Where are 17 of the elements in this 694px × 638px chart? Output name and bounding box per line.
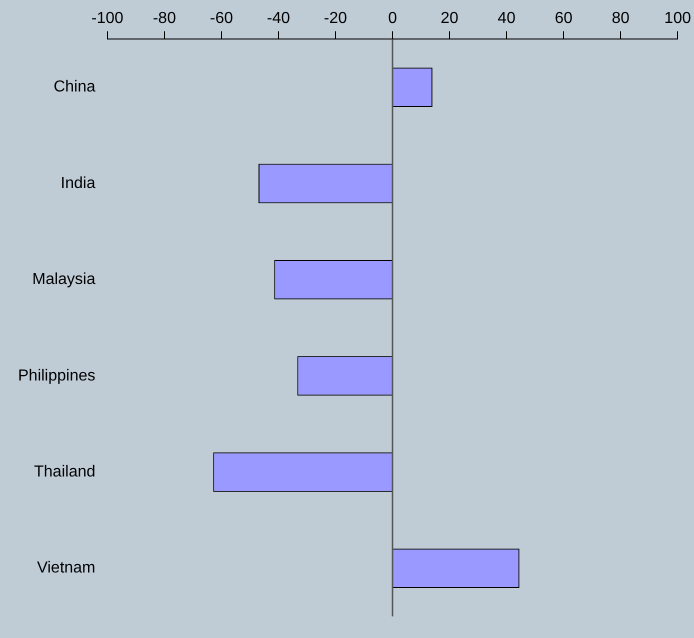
y-tick-label: Thailand bbox=[34, 464, 96, 481]
y-tick-label: Philippines bbox=[18, 367, 96, 384]
x-tick-label: -100 bbox=[91, 10, 124, 28]
x-tick-label: 100 bbox=[664, 10, 692, 28]
x-tick-label: -20 bbox=[324, 10, 348, 28]
y-tick-label: China bbox=[54, 78, 96, 96]
x-tick-label: -40 bbox=[266, 10, 290, 28]
x-tick-label: 0 bbox=[388, 10, 398, 28]
x-tick-label: 20 bbox=[440, 10, 459, 28]
x-tick-label: -80 bbox=[152, 10, 176, 28]
x-tick-label: 60 bbox=[554, 10, 573, 28]
x-tick-label: 40 bbox=[498, 10, 516, 28]
y-tick-label: Vietnam bbox=[36, 560, 96, 577]
y-tick-label: Malaysia bbox=[32, 271, 96, 288]
x-tick-label: 80 bbox=[612, 10, 630, 28]
y-tick-label: India bbox=[60, 174, 96, 192]
x-tick-label: -60 bbox=[210, 10, 234, 28]
